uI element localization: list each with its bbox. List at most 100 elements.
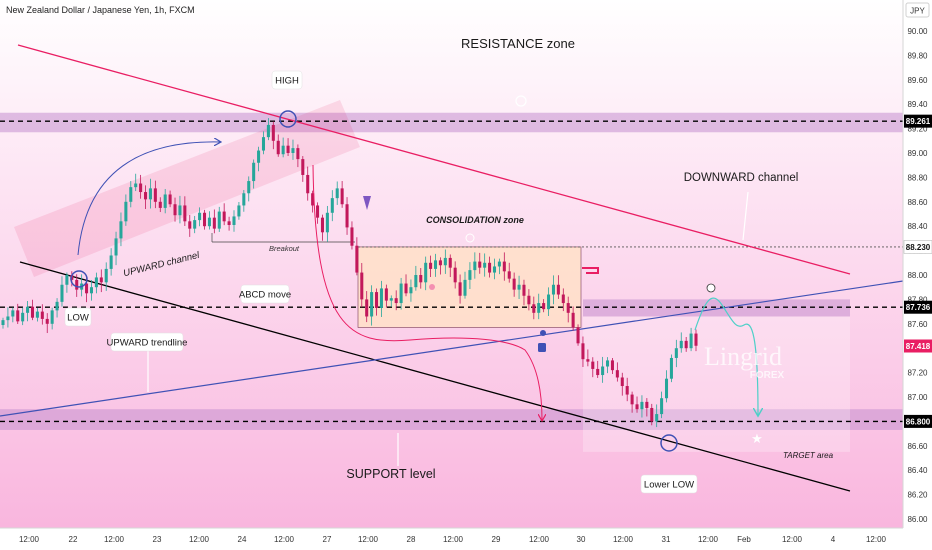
candle[interactable] [168,190,172,208]
candle[interactable] [198,207,202,227]
candle[interactable] [340,181,344,208]
candle[interactable] [473,252,477,279]
support-level-label[interactable]: SUPPORT level [346,467,435,481]
lower-low-pivot-marker[interactable] [660,434,678,452]
candle[interactable] [227,216,231,231]
candle[interactable] [286,138,290,157]
candle[interactable] [163,188,167,214]
candle[interactable] [257,146,261,172]
candle[interactable] [247,176,251,202]
high-pivot-marker[interactable] [279,110,297,128]
candle[interactable] [237,201,241,220]
candle[interactable] [129,181,133,208]
downward-channel-lower-line[interactable] [19,261,851,492]
candle[interactable] [596,360,600,378]
red-flag-icon[interactable] [582,267,599,274]
candle[interactable] [55,298,59,318]
candle[interactable] [650,403,654,426]
candle[interactable] [497,258,501,275]
resistance-zone-label[interactable]: RESISTANCE zone [461,36,575,51]
candle[interactable] [325,205,329,242]
candle[interactable] [148,178,152,209]
candle[interactable] [183,196,187,226]
candle[interactable] [419,267,423,289]
eye-icon[interactable] [706,283,716,293]
time-axis-panel[interactable] [0,528,932,550]
candle[interactable] [355,237,359,276]
candle[interactable] [281,137,285,158]
candle[interactable] [547,287,551,316]
candle[interactable] [635,396,639,413]
candle[interactable] [99,269,103,293]
candle[interactable] [35,307,39,322]
candle[interactable] [507,262,511,283]
candle[interactable] [591,357,595,378]
candle[interactable] [40,304,44,325]
candle[interactable] [26,300,30,322]
candle[interactable] [375,288,379,316]
downward-channel-label[interactable]: DOWNWARD channel [684,172,799,184]
low-label[interactable]: LOW [64,307,92,327]
upward-projection-arrow[interactable] [77,142,220,256]
candle[interactable] [6,307,10,328]
price-tag-plain[interactable]: 88.230 [903,240,932,254]
candle[interactable] [266,118,270,141]
price-tag-current[interactable]: 87.418 [904,339,932,353]
candle[interactable] [478,252,482,274]
resistance-marker-icon[interactable] [515,95,527,107]
candle[interactable] [488,256,492,278]
candle[interactable] [674,339,678,368]
candle[interactable] [173,197,177,222]
price-tag-level[interactable]: 87.736 [904,300,932,314]
candle[interactable] [542,299,546,313]
candle[interactable] [350,221,354,250]
candle[interactable] [448,254,452,278]
candle[interactable] [379,280,383,318]
candle[interactable] [566,296,570,323]
candle[interactable] [365,291,369,323]
candle[interactable] [527,289,531,311]
candle[interactable] [124,194,128,226]
support-band[interactable] [0,409,903,430]
price-tag-level[interactable]: 86.800 [904,414,932,428]
upward-trendline[interactable] [0,280,904,417]
candle[interactable] [601,356,605,383]
candle[interactable] [414,265,418,291]
candle[interactable] [532,296,536,320]
bubble-icon[interactable] [429,284,435,290]
candle[interactable] [119,212,123,247]
candle[interactable] [65,272,69,293]
consolidation-marker-icon[interactable] [465,233,475,243]
candle[interactable] [483,253,487,277]
candle[interactable] [212,209,216,234]
symbol-title[interactable]: New Zealand Dollar / Japanese Yen, 1h, F… [6,5,195,15]
candle[interactable] [581,336,585,367]
candle[interactable] [625,377,629,402]
candle[interactable] [399,277,403,310]
consolidation-zone-box[interactable] [357,246,582,328]
candle[interactable] [345,197,349,235]
target-star-icon[interactable]: ★ [751,431,763,446]
candle[interactable] [94,272,98,294]
price-axis-panel[interactable] [903,0,932,528]
high-label[interactable]: HIGH [271,70,303,90]
candle[interactable] [571,306,575,331]
candle[interactable] [463,271,467,299]
candle[interactable] [655,404,659,428]
lower-low-label[interactable]: Lower LOW [640,474,698,494]
candle[interactable] [296,144,300,168]
candle[interactable] [252,159,256,189]
candle[interactable] [502,252,506,281]
currency-badge[interactable] [905,2,930,18]
candle[interactable] [561,288,565,312]
price-tag-level[interactable]: 89.261 [904,114,932,128]
candle[interactable] [330,190,334,222]
candle[interactable] [188,215,192,237]
candle[interactable] [153,180,157,209]
candle[interactable] [306,166,310,201]
candle[interactable] [468,262,472,290]
candle[interactable] [370,285,374,326]
abcd-move-arrow[interactable] [312,164,542,420]
candle[interactable] [556,275,560,299]
